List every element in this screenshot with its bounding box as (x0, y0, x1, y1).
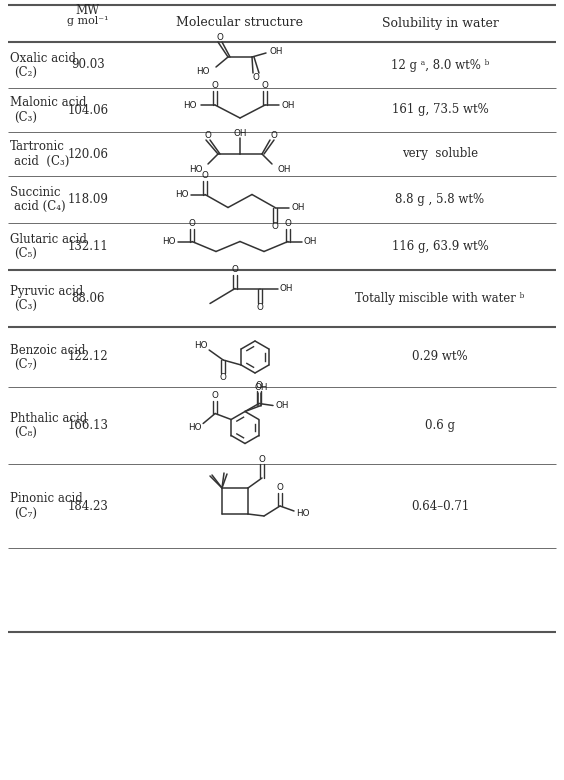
Text: O: O (188, 219, 196, 228)
Text: (C₅): (C₅) (14, 247, 37, 260)
Text: HO: HO (193, 342, 207, 350)
Text: OH: OH (233, 129, 247, 137)
Text: O: O (201, 171, 209, 180)
Text: O: O (257, 303, 263, 312)
Text: O: O (253, 73, 259, 83)
Text: Malonic acid: Malonic acid (10, 97, 86, 109)
Text: Benzoic acid: Benzoic acid (10, 343, 86, 356)
Text: 8.8 g , 5.8 wt%: 8.8 g , 5.8 wt% (395, 193, 484, 206)
Text: (C₂): (C₂) (14, 66, 37, 79)
Text: Glutaric acid: Glutaric acid (10, 233, 87, 246)
Text: HO: HO (190, 165, 203, 173)
Text: Pinonic acid: Pinonic acid (10, 492, 83, 505)
Text: O: O (258, 455, 266, 463)
Text: HO: HO (175, 190, 189, 199)
Text: OH: OH (304, 237, 318, 246)
Text: OH: OH (281, 101, 294, 109)
Text: 0.29 wt%: 0.29 wt% (412, 350, 468, 363)
Text: HO: HO (183, 101, 197, 109)
Text: O: O (271, 130, 277, 140)
Text: (C₇): (C₇) (14, 357, 37, 370)
Text: 120.06: 120.06 (68, 147, 108, 161)
Text: 90.03: 90.03 (71, 58, 105, 72)
Text: OH: OH (254, 383, 268, 392)
Text: HO: HO (296, 509, 310, 519)
Text: Molecular structure: Molecular structure (177, 16, 303, 30)
Text: 184.23: 184.23 (68, 499, 108, 512)
Text: Solubility in water: Solubility in water (382, 16, 499, 30)
Text: O: O (276, 484, 284, 492)
Text: O: O (205, 130, 212, 140)
Text: O: O (255, 381, 262, 390)
Text: O: O (212, 81, 218, 90)
Text: O: O (262, 81, 268, 90)
Text: O: O (285, 219, 292, 228)
Text: Phthalic acid: Phthalic acid (10, 412, 87, 425)
Text: acid (C₄): acid (C₄) (14, 200, 65, 213)
Text: 0.64–0.71: 0.64–0.71 (411, 499, 469, 512)
Text: O: O (232, 265, 239, 274)
Text: OH: OH (280, 284, 293, 293)
Text: 166.13: 166.13 (68, 419, 108, 432)
Text: (C₃): (C₃) (14, 111, 37, 123)
Text: 122.12: 122.12 (68, 350, 108, 363)
Text: Succinic: Succinic (10, 186, 60, 199)
Text: 132.11: 132.11 (68, 240, 108, 253)
Text: OH: OH (270, 48, 284, 56)
Text: Pyruvic acid: Pyruvic acid (10, 285, 83, 298)
Text: HO: HO (188, 423, 201, 432)
Text: Oxalic acid: Oxalic acid (10, 51, 76, 65)
Text: OH: OH (291, 203, 305, 212)
Text: O: O (220, 374, 227, 382)
Text: acid  (C₃): acid (C₃) (14, 154, 69, 168)
Text: O: O (217, 33, 223, 41)
Text: Tartronic: Tartronic (10, 140, 65, 154)
Text: (C₇): (C₇) (14, 506, 37, 519)
Text: Totally miscible with water ᵇ: Totally miscible with water ᵇ (355, 292, 525, 305)
Text: 116 g, 63.9 wt%: 116 g, 63.9 wt% (391, 240, 488, 253)
Text: 161 g, 73.5 wt%: 161 g, 73.5 wt% (391, 104, 488, 116)
Text: 88.06: 88.06 (71, 292, 105, 305)
Text: 12 g ᵃ, 8.0 wt% ᵇ: 12 g ᵃ, 8.0 wt% ᵇ (391, 58, 489, 72)
Text: very  soluble: very soluble (402, 147, 478, 161)
Text: 118.09: 118.09 (68, 193, 108, 206)
Text: 104.06: 104.06 (68, 104, 108, 116)
Text: OH: OH (277, 165, 290, 173)
Text: OH: OH (275, 401, 289, 410)
Text: 0.6 g: 0.6 g (425, 419, 455, 432)
Text: O: O (212, 391, 219, 400)
Text: HO: HO (162, 237, 176, 246)
Text: O: O (271, 222, 279, 231)
Text: HO: HO (196, 66, 210, 76)
Text: (C₈): (C₈) (14, 426, 37, 439)
Text: MW: MW (76, 3, 100, 16)
Text: g mol⁻¹: g mol⁻¹ (67, 16, 109, 26)
Text: (C₃): (C₃) (14, 299, 37, 312)
